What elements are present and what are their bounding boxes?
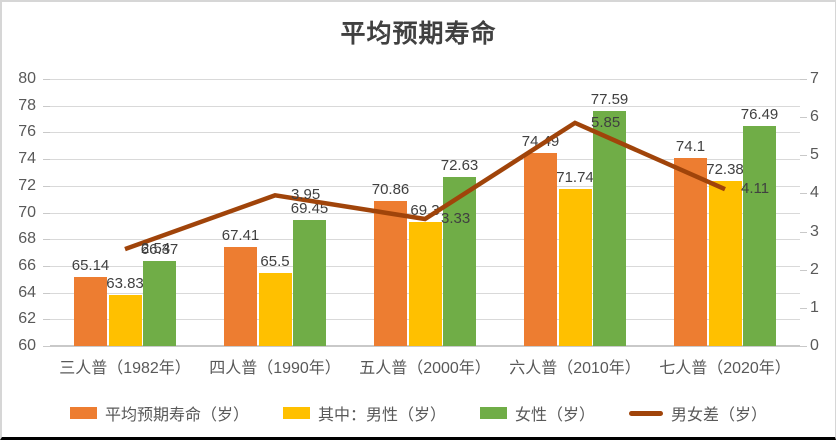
avg-life-bar-label: 67.41 (221, 227, 260, 245)
legend-avg-life-label: 平均预期寿命（岁） (104, 407, 249, 424)
avg-life-bar (74, 277, 107, 346)
left-axis-tick-label: 70 (18, 203, 36, 221)
left-axis-tickmark (43, 105, 50, 107)
left-axis-tick-label: 72 (18, 176, 36, 194)
left-axis-tickmark (43, 79, 50, 80)
avg-life-bar-label: 74.49 (521, 132, 560, 150)
avg-life-bar (524, 152, 557, 346)
male-bar-label: 72.38 (706, 160, 744, 178)
x-axis-category-label: 五人普（2000年） (359, 360, 491, 377)
left-axis-tickmark (43, 185, 50, 187)
x-axis-category-label: 七人普（2020年） (659, 360, 791, 377)
left-axis-tick-label: 74 (18, 150, 36, 168)
left-axis-tick-label: 60 (18, 337, 36, 354)
left-axis-tickmark (43, 265, 50, 267)
legend-gap-swatch (629, 410, 664, 416)
right-axis-tick-label: 6 (810, 108, 819, 126)
female-bar (143, 260, 176, 346)
legend-item-gap: 男女差（岁） (629, 401, 767, 425)
right-axis-tick-label: 2 (810, 260, 819, 278)
left-axis-tickmark (43, 239, 50, 241)
avg-life-bar-label: 70.86 (371, 181, 410, 199)
left-axis-tick-label: 66 (18, 256, 36, 274)
right-axis-tick-label: 7 (810, 70, 819, 87)
male-bar (558, 189, 592, 346)
right-axis-tick-label: 5 (810, 146, 819, 164)
legend-female-label: 女性（岁） (515, 407, 596, 424)
left-axis-tickmark (43, 346, 50, 347)
legend-avg-life-swatch (69, 407, 97, 419)
legend-item-avg-life: 平均预期寿命（岁） (69, 401, 249, 425)
right-axis-tickmark (800, 117, 807, 119)
female-bar (293, 219, 326, 346)
left-axis-tick-label: 68 (18, 230, 36, 248)
avg-life-bar-label: 74.1 (675, 137, 706, 155)
male-bar (408, 221, 442, 346)
gap-line-label: 4.11 (741, 180, 770, 198)
gap-line-label: 2.54 (141, 240, 171, 258)
right-axis-tickmark (800, 346, 807, 347)
right-axis-tick-label: 4 (810, 184, 819, 202)
male-bar (108, 294, 142, 346)
male-bar-label: 71.74 (556, 169, 594, 187)
x-axis-category-label: 六人普（2010年） (509, 360, 641, 377)
legend-male-label: 其中：男性（岁） (317, 407, 446, 424)
female-bar (743, 125, 776, 346)
legend-male-swatch (282, 407, 310, 419)
category-axis-line (50, 345, 800, 347)
avg-life-bar (674, 157, 707, 346)
right-axis-tick-label: 3 (810, 222, 819, 240)
chart-title: 平均预期寿命 (340, 19, 497, 48)
left-axis-tick-label: 64 (18, 283, 36, 301)
male-bar-label: 69.3 (410, 201, 440, 219)
x-axis-category-label: 四人普（1990年） (209, 360, 341, 377)
left-axis-tick-label: 62 (18, 310, 36, 328)
male-bar-label: 63.83 (106, 274, 144, 292)
avg-life-bar (224, 247, 257, 346)
left-axis-tick-label: 80 (18, 70, 36, 87)
female-bar (593, 111, 626, 346)
gap-line-label: 5.85 (591, 113, 621, 131)
male-bar-label: 65.5 (260, 252, 290, 270)
legend-gap-label: 男女差（岁） (671, 407, 768, 424)
gridline (50, 79, 800, 80)
legend: 平均预期寿命（岁） 其中：男性（岁） 女性（岁） 男女差（岁） (2, 399, 835, 427)
right-axis-tick-label: 0 (810, 337, 819, 354)
gap-line-label: 3.95 (291, 186, 321, 204)
female-bar (443, 177, 476, 346)
right-axis-tick-label: 1 (810, 298, 819, 316)
right-axis-tickmark (800, 155, 807, 157)
gridline (50, 105, 800, 107)
right-axis-tickmark (800, 231, 807, 233)
legend-item-male: 其中：男性（岁） (282, 401, 446, 425)
left-axis-tickmark (43, 159, 50, 161)
right-axis-tickmark (800, 307, 807, 309)
left-axis-tickmark (43, 292, 50, 294)
left-axis-tickmark (43, 319, 50, 321)
legend-item-female: 女性（岁） (480, 401, 595, 425)
male-bar (258, 272, 292, 346)
left-axis-tick-label: 78 (18, 96, 36, 114)
x-axis-category-label: 三人普（1982年） (59, 360, 191, 377)
male-bar (708, 180, 742, 346)
left-axis-tick-label: 76 (18, 123, 36, 141)
gap-line-label: 3.33 (441, 209, 471, 227)
left-axis-tickmark (43, 132, 50, 134)
avg-life-bar-label: 65.14 (71, 257, 110, 275)
female-bar-label: 72.63 (440, 157, 479, 175)
right-axis-tickmark (800, 193, 807, 195)
left-axis-tickmark (43, 212, 50, 214)
legend-female-swatch (480, 407, 507, 419)
right-axis-tickmark (800, 79, 807, 80)
female-bar-label: 76.49 (740, 105, 779, 123)
avg-life-bar (374, 201, 407, 346)
gridline (50, 132, 800, 134)
female-bar-label: 77.59 (590, 91, 629, 109)
right-axis-tickmark (800, 269, 807, 271)
